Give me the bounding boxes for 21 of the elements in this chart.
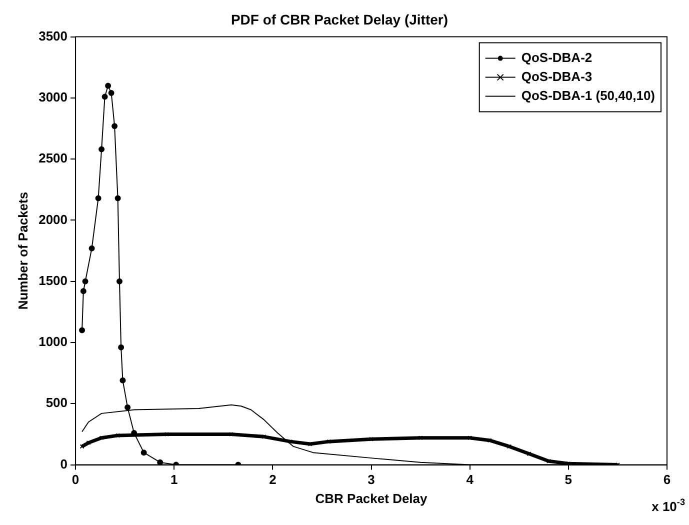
y-tick-label: 1000: [38, 334, 68, 350]
y-tick-label: 2500: [38, 150, 68, 166]
y-tick-label: 1500: [38, 272, 68, 288]
x-tick-label: 0: [72, 472, 80, 488]
x-tick-label: 6: [663, 472, 671, 488]
y-tick-label: 3500: [38, 28, 68, 44]
y-axis-title: Number of Packets: [15, 192, 30, 310]
x-tick-label: 5: [564, 472, 572, 488]
x-tick-label: 4: [466, 472, 474, 488]
x-tick-label: 2: [269, 472, 276, 488]
x-tick-label: 1: [170, 472, 178, 488]
y-tick-label: 500: [46, 395, 68, 410]
legend-label: QoS-DBA-2: [521, 50, 592, 65]
x-axis-title: CBR Packet Delay: [315, 490, 428, 506]
legend-label: QoS-DBA-1 (50,40,10): [521, 88, 656, 103]
y-tick-label: 3000: [38, 90, 68, 105]
x-tick-label: 3: [368, 472, 375, 488]
y-tick-label: 0: [60, 456, 68, 472]
chart-title: PDF of CBR Packet Delay (Jitter): [230, 11, 448, 28]
y-tick-label: 2000: [38, 212, 68, 227]
legend-label: QoS-DBA-3: [521, 68, 592, 84]
